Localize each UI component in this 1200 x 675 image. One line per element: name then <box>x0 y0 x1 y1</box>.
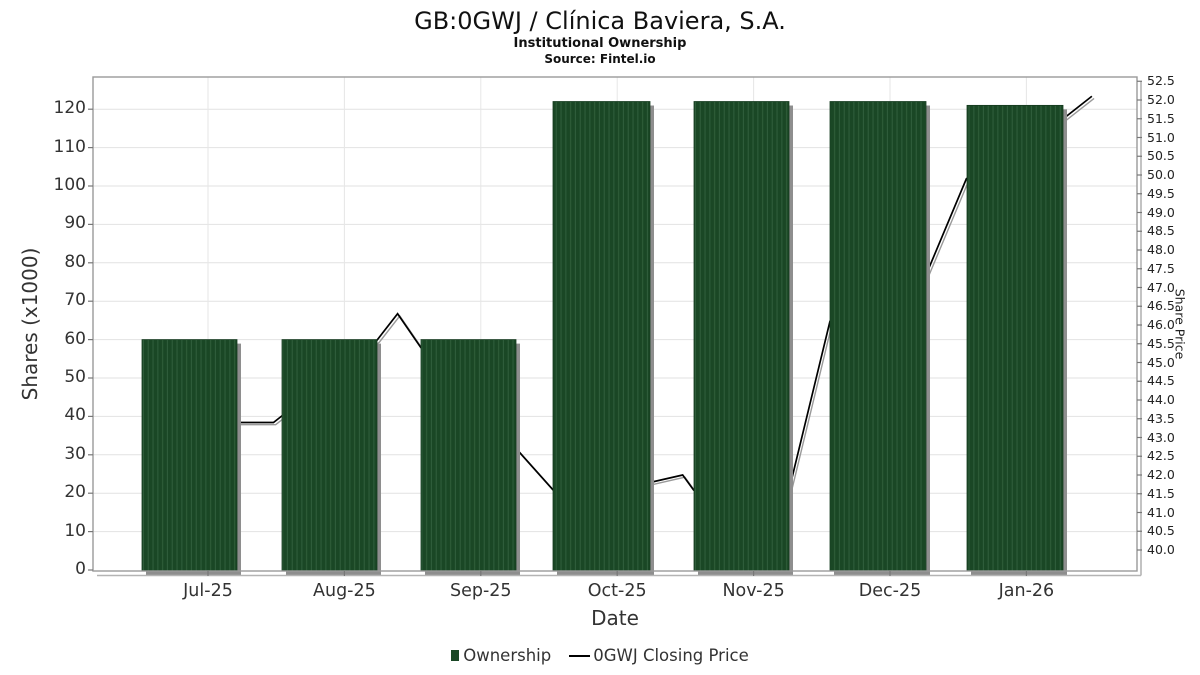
y-tick-label-left: 90 <box>64 213 86 234</box>
y-tick-label-right: 40.5 <box>1147 523 1175 539</box>
y-tick-label-left: 10 <box>64 520 86 541</box>
y-tick-label-right: 46.5 <box>1147 298 1175 314</box>
legend-item-ownership: Ownership <box>451 646 551 665</box>
chart-source: Source: Fintel.io <box>544 52 656 66</box>
legend-item-closing-price: 0GWJ Closing Price <box>557 646 749 665</box>
plot-frame <box>92 76 1138 572</box>
y-tick-label-right: 51.0 <box>1147 129 1175 145</box>
y-tick-label-left: 60 <box>64 328 86 349</box>
bar-sep-25 <box>420 339 517 572</box>
y-tick-label-left: 40 <box>64 405 86 426</box>
y-tick-label-right: 52.0 <box>1147 92 1175 107</box>
y-tick-label-left: 120 <box>53 98 86 119</box>
bar-nov-25 <box>693 101 790 572</box>
closing-price-legend-label: 0GWJ Closing Price <box>593 646 749 665</box>
y-tick-label-left: 100 <box>53 175 86 195</box>
y-tick-label-right: 42.5 <box>1147 448 1175 464</box>
y-tick-label-right: 48.0 <box>1147 242 1175 257</box>
y-tick-label-left: 50 <box>64 367 86 387</box>
y-tick-label-right: 46.0 <box>1147 317 1175 332</box>
y-tick-label-right: 44.0 <box>1147 392 1175 407</box>
bar-dec-25 <box>829 101 927 572</box>
y-tick-label-right: 43.0 <box>1147 429 1175 445</box>
bar-oct-25 <box>552 101 651 572</box>
y-tick-label-right: 50.5 <box>1147 148 1175 164</box>
x-tick-label: Sep-25 <box>450 581 512 601</box>
bar-aug-25 <box>281 339 378 572</box>
x-tick-label: Oct-25 <box>587 581 647 601</box>
y-tick-label-right: 49.0 <box>1147 204 1175 220</box>
y-tick-label-right: 48.5 <box>1147 223 1175 239</box>
chart-subtitle: Institutional Ownership <box>513 36 687 51</box>
y-tick-label-left: 80 <box>64 251 86 272</box>
y-tick-label-right: 43.5 <box>1147 410 1175 426</box>
x-tick-label: Nov-25 <box>722 581 785 601</box>
y-tick-label-right: 41.5 <box>1147 485 1175 501</box>
bar-jul-25 <box>141 339 238 572</box>
x-tick-label: Jul-25 <box>183 581 233 601</box>
y-tick-label-right: 47.5 <box>1147 260 1175 276</box>
y-tick-label-right: 41.0 <box>1147 504 1175 520</box>
bar-jan-26 <box>966 104 1064 572</box>
y-tick-label-right: 45.5 <box>1147 335 1175 351</box>
ownership-square-icon <box>451 650 460 661</box>
y-tick-label-left: 30 <box>64 443 86 464</box>
y-tick-label-left: 20 <box>64 482 86 503</box>
y-tick-label-left: 70 <box>64 290 86 311</box>
ownership-legend-label: Ownership <box>463 646 552 665</box>
legend: Ownership 0GWJ Closing Price <box>0 646 1200 665</box>
y-tick-label-left: 110 <box>53 136 86 157</box>
closing-price-line-icon <box>569 654 591 657</box>
y-tick-label-right: 50.0 <box>1147 167 1175 182</box>
y-tick-label-right: 40.0 <box>1147 542 1175 557</box>
y-tick-label-right: 47.0 <box>1147 279 1175 295</box>
chart-title: GB:0GWJ / Clínica Baviera, S.A. <box>414 7 786 35</box>
y-tick-label-left: 0 <box>75 559 86 579</box>
x-tick-label: Aug-25 <box>313 581 376 601</box>
y-tick-label-right: 49.5 <box>1147 185 1175 201</box>
y-tick-label-right: 52.5 <box>1147 73 1175 89</box>
y-tick-label-right: 45.0 <box>1147 354 1175 370</box>
x-axis-label: Date <box>591 606 639 630</box>
x-tick-label: Jan-26 <box>998 581 1055 601</box>
x-tick-label: Dec-25 <box>858 581 922 601</box>
y-tick-label-right: 44.5 <box>1147 373 1175 389</box>
y-tick-label-right: 42.0 <box>1147 467 1175 482</box>
y-tick-label-right: 51.5 <box>1147 110 1175 126</box>
